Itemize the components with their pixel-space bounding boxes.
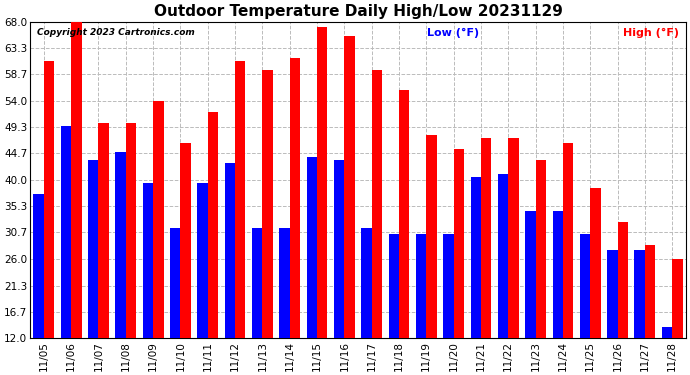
Bar (279, 228, 290, 338)
Text: High (°F): High (°F) (623, 28, 679, 38)
Bar (372, 70, 382, 338)
Bar (235, 61, 246, 338)
Bar (252, 228, 262, 338)
Text: Copyright 2023 Cartronics.com: Copyright 2023 Cartronics.com (37, 28, 195, 37)
Bar (607, 251, 618, 338)
Bar (181, 143, 191, 338)
Bar (672, 259, 682, 338)
Bar (453, 149, 464, 338)
Bar (225, 163, 235, 338)
Bar (153, 101, 164, 338)
Bar (44, 61, 55, 338)
Bar (563, 143, 573, 338)
Bar (525, 211, 535, 338)
Bar (344, 36, 355, 338)
Bar (290, 58, 300, 338)
Bar (645, 245, 656, 338)
Bar (443, 234, 453, 338)
Bar (509, 138, 519, 338)
Bar (553, 211, 563, 338)
Bar (590, 188, 600, 338)
Title: Outdoor Temperature Daily High/Low 20231129: Outdoor Temperature Daily High/Low 20231… (154, 4, 562, 19)
Bar (208, 112, 218, 338)
Bar (61, 126, 71, 338)
Bar (317, 27, 328, 338)
Bar (481, 138, 491, 338)
Bar (170, 228, 181, 338)
Bar (388, 234, 399, 338)
Bar (399, 90, 409, 338)
Bar (471, 177, 481, 338)
Bar (115, 152, 126, 338)
Bar (662, 327, 672, 338)
Bar (334, 160, 344, 338)
Bar (126, 123, 136, 338)
Bar (99, 123, 109, 338)
Bar (71, 22, 81, 338)
Bar (498, 174, 509, 338)
Bar (143, 183, 153, 338)
Bar (535, 160, 546, 338)
Bar (362, 228, 372, 338)
Bar (306, 157, 317, 338)
Bar (88, 160, 99, 338)
Text: Low (°F): Low (°F) (427, 28, 480, 38)
Bar (618, 222, 628, 338)
Bar (635, 251, 645, 338)
Bar (426, 135, 437, 338)
Bar (416, 234, 426, 338)
Bar (580, 234, 590, 338)
Bar (197, 183, 208, 338)
Bar (34, 194, 44, 338)
Bar (262, 70, 273, 338)
